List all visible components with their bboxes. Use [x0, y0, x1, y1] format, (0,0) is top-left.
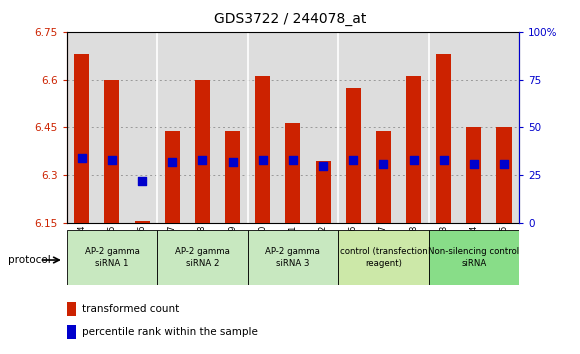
Point: [379, 161, 388, 167]
Bar: [67, 325, 75, 339]
Text: percentile rank within the sample: percentile rank within the sample: [82, 327, 258, 337]
Bar: [157, 230, 248, 285]
Text: AP-2 gamma
siRNA 2: AP-2 gamma siRNA 2: [175, 247, 230, 268]
Text: AP-2 gamma
siRNA 3: AP-2 gamma siRNA 3: [266, 247, 320, 268]
Bar: [74, 54, 89, 223]
Point: [439, 157, 448, 163]
Bar: [225, 131, 240, 223]
Point: [258, 157, 267, 163]
Bar: [255, 76, 270, 223]
Point: [469, 161, 478, 167]
Bar: [406, 76, 421, 223]
Bar: [195, 80, 210, 223]
Point: [409, 157, 418, 163]
Bar: [67, 302, 75, 316]
Point: [318, 163, 328, 169]
Text: protocol: protocol: [8, 255, 50, 265]
Bar: [67, 230, 157, 285]
Point: [198, 157, 207, 163]
Bar: [376, 131, 391, 223]
Point: [288, 157, 298, 163]
Bar: [466, 127, 481, 223]
Text: transformed count: transformed count: [82, 304, 179, 314]
Bar: [285, 123, 300, 223]
Bar: [135, 222, 150, 223]
Point: [137, 178, 147, 184]
Point: [107, 157, 117, 163]
Bar: [104, 80, 119, 223]
Point: [228, 159, 237, 165]
Bar: [436, 54, 451, 223]
Point: [349, 157, 358, 163]
Bar: [429, 230, 519, 285]
Bar: [346, 87, 361, 223]
Point: [77, 155, 86, 161]
Bar: [316, 161, 331, 223]
Bar: [496, 127, 512, 223]
Text: Non-silencing control
siRNA: Non-silencing control siRNA: [428, 247, 520, 268]
Bar: [165, 131, 180, 223]
Text: GDS3722 / 244078_at: GDS3722 / 244078_at: [214, 12, 366, 27]
Bar: [248, 230, 338, 285]
Point: [168, 159, 177, 165]
Bar: [338, 230, 429, 285]
Text: control (transfection
reagent): control (transfection reagent): [339, 247, 427, 268]
Point: [499, 161, 509, 167]
Text: AP-2 gamma
siRNA 1: AP-2 gamma siRNA 1: [85, 247, 139, 268]
